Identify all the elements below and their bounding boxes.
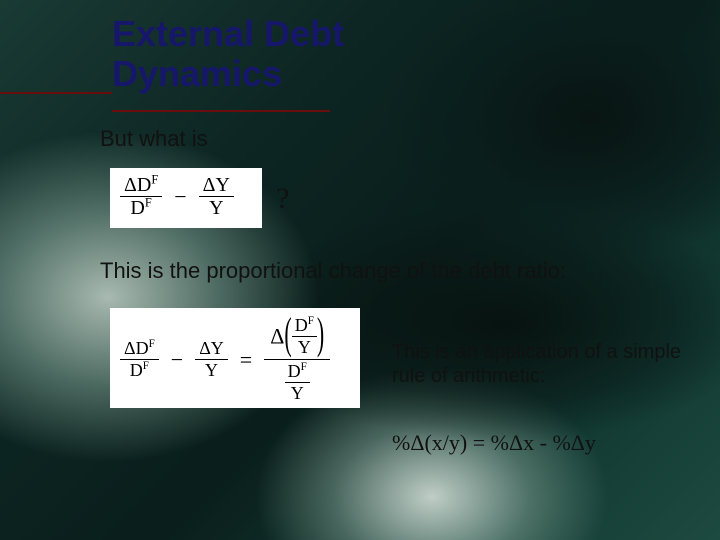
title-line-1: External Debt	[112, 13, 344, 54]
text-application-rule: This is an application of a simple rule …	[392, 340, 692, 389]
lhs-num-dY: ΔY	[195, 339, 228, 360]
title-line-2: Dynamics	[112, 53, 282, 94]
den-DF: D	[130, 197, 144, 219]
frac-dDF-over-DF: ΔDF DF	[120, 174, 162, 220]
minus-2: −	[163, 347, 191, 373]
minus-1: −	[166, 184, 194, 210]
frac-rhs-inner-den: DF Y	[285, 362, 310, 403]
inner-num-D: D	[295, 315, 308, 335]
slide-root: External Debt Dynamics But what is ΔDF D…	[0, 0, 720, 540]
lhs-den-Y: Y	[195, 360, 228, 381]
title-block: External Debt Dynamics	[0, 14, 720, 95]
inner-sup-F-1: F	[308, 315, 314, 327]
inner-den-Y-1: Y	[292, 337, 317, 358]
den-Y: Y	[199, 197, 234, 220]
inner-den-Y-2: Y	[285, 383, 310, 404]
num-dY: ΔY	[199, 174, 234, 197]
title-underline	[112, 110, 330, 112]
delta-prefix: Δ	[270, 324, 284, 349]
question-mark: ?	[276, 182, 289, 216]
formula-debt-ratio-change: ΔDF DF − ΔY Y	[110, 168, 262, 228]
frac-rhs-inner-num: DF Y	[292, 316, 317, 357]
frac-dY-over-Y: ΔY Y	[199, 174, 234, 220]
frac-rhs-outer: Δ( DF Y ) DF Y	[264, 314, 330, 406]
title-left-rule	[0, 92, 112, 94]
lhs-sup-F-1: F	[149, 338, 155, 350]
frac-lhs-dY-over-Y: ΔY Y	[195, 339, 228, 380]
sup-F-1: F	[151, 172, 158, 186]
lhs-den-DF: D	[130, 360, 143, 380]
formula-ratio-identity: ΔDF DF − ΔY Y = Δ( DF Y ) DF Y	[110, 308, 360, 408]
slide-title: External Debt Dynamics	[112, 14, 720, 95]
text-arithmetic-rule: %Δ(x/y) = %Δx - %Δy	[392, 430, 692, 456]
sup-F-2: F	[145, 195, 152, 209]
text-but-what-is: But what is	[100, 126, 208, 152]
inner-num-D-2: D	[288, 361, 301, 381]
frac-lhs-dDF-over-DF: ΔDF DF	[120, 339, 159, 380]
num-dDF: ΔD	[124, 174, 151, 196]
text-proportional-change: This is the proportional change of the d…	[100, 258, 566, 284]
lhs-sup-F-2: F	[143, 360, 149, 372]
lhs-num-dDF: ΔD	[124, 338, 149, 358]
equals: =	[232, 347, 260, 373]
inner-sup-F-2: F	[301, 361, 307, 373]
